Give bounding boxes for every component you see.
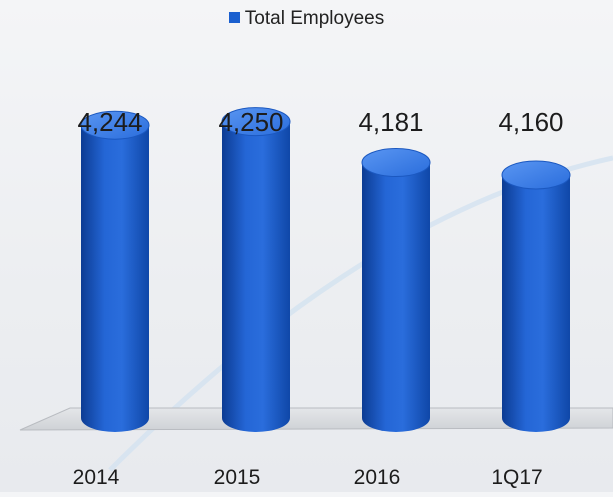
bar-2014 [80, 110, 150, 432]
bar-top [361, 148, 431, 178]
legend: Total Employees [0, 8, 613, 30]
bar-body [362, 162, 430, 432]
bar-top [80, 110, 150, 140]
bar-1q17 [501, 160, 571, 432]
bar-2016 [361, 148, 431, 432]
legend-label: Total Employees [244, 8, 385, 29]
x-tick-label: 2015 [214, 466, 261, 489]
bar-body [502, 174, 570, 432]
x-tick-label: 1Q17 [491, 466, 542, 489]
bar-body [222, 121, 290, 433]
bar-body [81, 125, 149, 432]
bar-top [501, 160, 571, 190]
data-label: 4,244 [77, 107, 142, 137]
data-label: 4,250 [218, 107, 283, 137]
x-tick-label: 2016 [354, 466, 401, 489]
x-tick-label: 2014 [73, 466, 120, 489]
chart-floor [19, 407, 613, 431]
legend-swatch [228, 12, 240, 23]
data-label: 4,181 [358, 107, 423, 137]
bar-2015 [221, 107, 291, 433]
bar-top [221, 107, 291, 137]
data-label: 4,160 [498, 107, 563, 137]
